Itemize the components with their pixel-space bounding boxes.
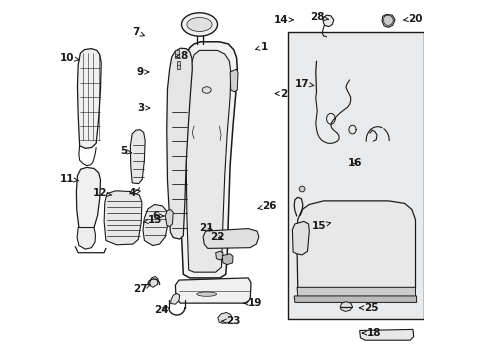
Text: 5: 5	[120, 146, 131, 156]
Polygon shape	[294, 296, 416, 302]
Polygon shape	[381, 14, 394, 27]
Polygon shape	[340, 302, 352, 311]
Text: 22: 22	[209, 232, 224, 242]
Polygon shape	[215, 251, 223, 260]
Text: 15: 15	[311, 221, 330, 231]
Text: 21: 21	[199, 222, 213, 233]
Text: 20: 20	[403, 14, 422, 24]
Text: 25: 25	[359, 303, 378, 313]
Text: 7: 7	[132, 27, 144, 37]
Text: 12: 12	[92, 188, 111, 198]
Polygon shape	[203, 229, 258, 248]
Text: 14: 14	[273, 15, 293, 25]
Text: 9: 9	[136, 67, 148, 77]
Ellipse shape	[181, 13, 217, 36]
Text: 1: 1	[255, 42, 267, 52]
Polygon shape	[76, 167, 101, 231]
Ellipse shape	[202, 87, 211, 93]
Text: 17: 17	[294, 78, 313, 89]
Text: 2: 2	[275, 89, 287, 99]
Polygon shape	[186, 50, 230, 272]
Polygon shape	[292, 221, 309, 255]
Polygon shape	[175, 278, 250, 303]
Polygon shape	[104, 191, 142, 245]
Text: 23: 23	[222, 316, 241, 326]
Polygon shape	[166, 48, 192, 239]
Bar	[175, 50, 179, 58]
Polygon shape	[222, 254, 232, 265]
Text: 24: 24	[154, 305, 168, 315]
Bar	[177, 61, 180, 69]
Text: 4: 4	[128, 188, 140, 198]
Text: 10: 10	[60, 53, 79, 63]
Polygon shape	[142, 204, 168, 246]
Bar	[288, 32, 423, 319]
Text: 13: 13	[143, 215, 162, 225]
Text: 27: 27	[132, 284, 150, 294]
Ellipse shape	[186, 18, 212, 31]
Text: 3: 3	[137, 103, 149, 113]
Polygon shape	[383, 15, 393, 26]
Polygon shape	[359, 329, 413, 340]
Polygon shape	[77, 228, 95, 249]
Text: 6: 6	[152, 211, 163, 221]
Text: 18: 18	[362, 328, 381, 338]
Polygon shape	[296, 201, 415, 288]
Text: 16: 16	[346, 158, 361, 168]
Circle shape	[299, 186, 305, 192]
Text: 28: 28	[309, 12, 328, 22]
Text: 19: 19	[243, 298, 262, 308]
Polygon shape	[218, 312, 232, 323]
Polygon shape	[230, 69, 238, 92]
Text: 8: 8	[176, 51, 187, 61]
Polygon shape	[170, 293, 179, 304]
Polygon shape	[180, 42, 237, 278]
Ellipse shape	[196, 292, 216, 296]
Polygon shape	[322, 15, 333, 27]
Polygon shape	[165, 210, 173, 227]
Text: 11: 11	[60, 174, 79, 184]
Polygon shape	[149, 276, 158, 287]
Polygon shape	[296, 287, 415, 297]
Polygon shape	[77, 49, 101, 148]
Text: 26: 26	[258, 201, 276, 211]
Polygon shape	[130, 130, 145, 184]
